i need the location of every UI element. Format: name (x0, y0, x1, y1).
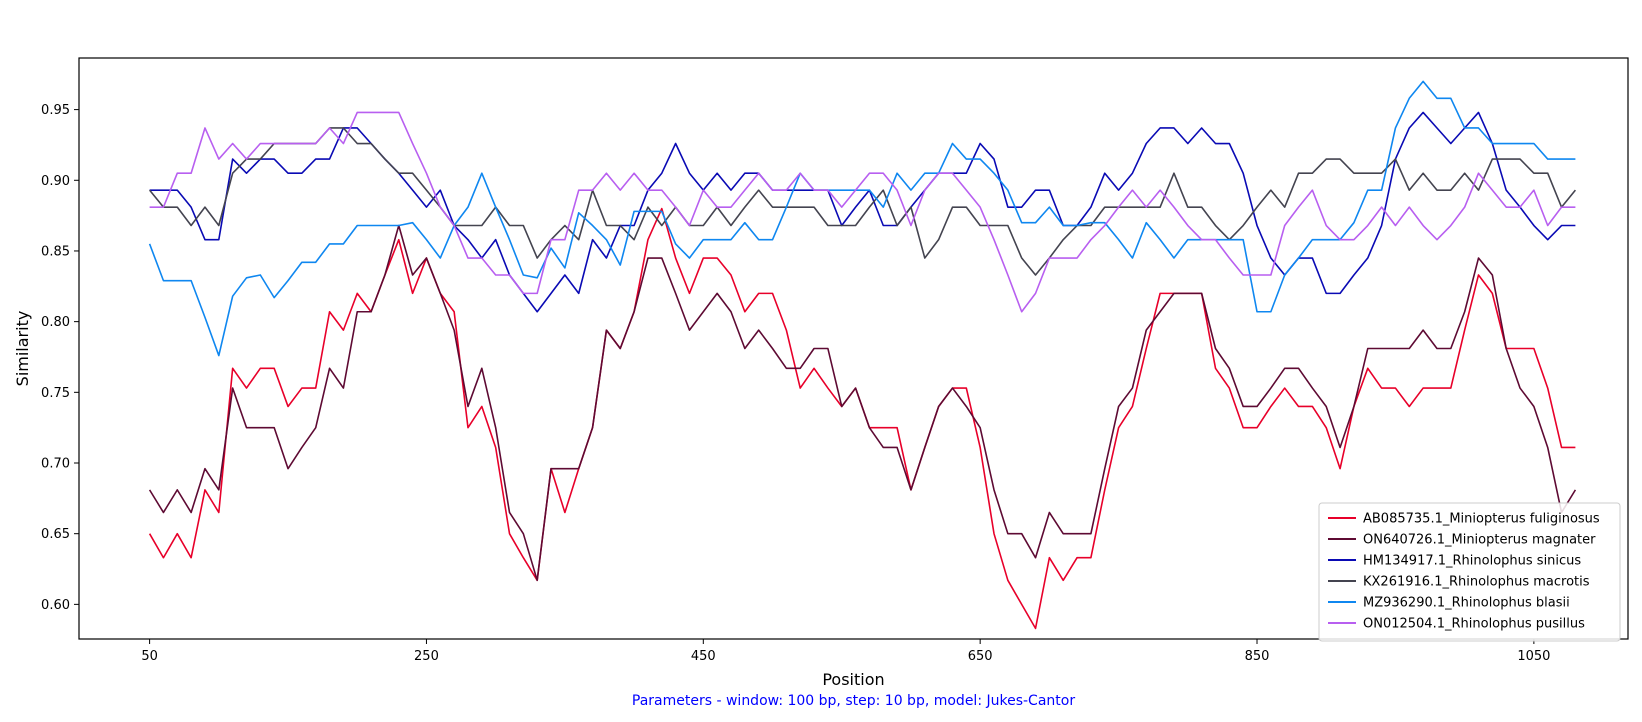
y-axis: 0.60 0.65 0.70 0.75 0.80 0.85 0.90 0.95 (41, 103, 79, 613)
x-tick-label: 650 (968, 649, 993, 664)
y-tick-label: 0.90 (41, 174, 70, 189)
series-line-3 (149, 111, 1576, 313)
y-tick-label: 0.85 (41, 244, 70, 259)
y-tick-label: 0.75 (41, 386, 70, 401)
series-line-6 (149, 111, 1576, 313)
y-tick-label: 0.60 (41, 598, 70, 613)
x-tick-label: 50 (141, 649, 158, 664)
legend-entry: KX261916.1_Rhinolophus macrotis (1363, 575, 1590, 590)
legend-box (1318, 502, 1621, 642)
axes-frame (78, 57, 1629, 640)
y-tick-label: 0.70 (41, 457, 70, 472)
legend: AB085735.1_Miniopterus fuliginosus ON6407… (1318, 502, 1621, 642)
y-tick-label: 0.65 (41, 527, 70, 542)
series-line-4 (148, 127, 1577, 276)
legend-entry: AB085735.1_Miniopterus fuliginosus (1363, 512, 1600, 527)
parameters-caption: Parameters - window: 100 bp, step: 10 bp… (632, 693, 1075, 709)
x-tick-label: 850 (1245, 649, 1270, 664)
x-tick-label: 1050 (1517, 649, 1550, 664)
x-tick-label: 450 (691, 649, 716, 664)
series-line-2 (148, 224, 1577, 582)
plot-lines (148, 80, 1577, 630)
legend-entry: MZ936290.1_Rhinolophus blasii (1363, 596, 1570, 611)
series-line-5 (148, 80, 1576, 357)
x-axis-title: Position (822, 670, 884, 689)
y-tick-label: 0.95 (41, 103, 70, 118)
y-axis-title: Similarity (13, 311, 32, 387)
legend-entry: ON640726.1_Miniopterus magnater (1363, 533, 1596, 548)
legend-entry: ON012504.1_Rhinolophus pusillus (1363, 617, 1585, 632)
y-tick-label: 0.80 (41, 315, 70, 330)
legend-entry: HM134917.1_Rhinolophus sinicus (1363, 554, 1581, 569)
x-axis: 50 250 450 650 850 1050 (141, 639, 1550, 664)
x-tick-label: 250 (414, 649, 439, 664)
